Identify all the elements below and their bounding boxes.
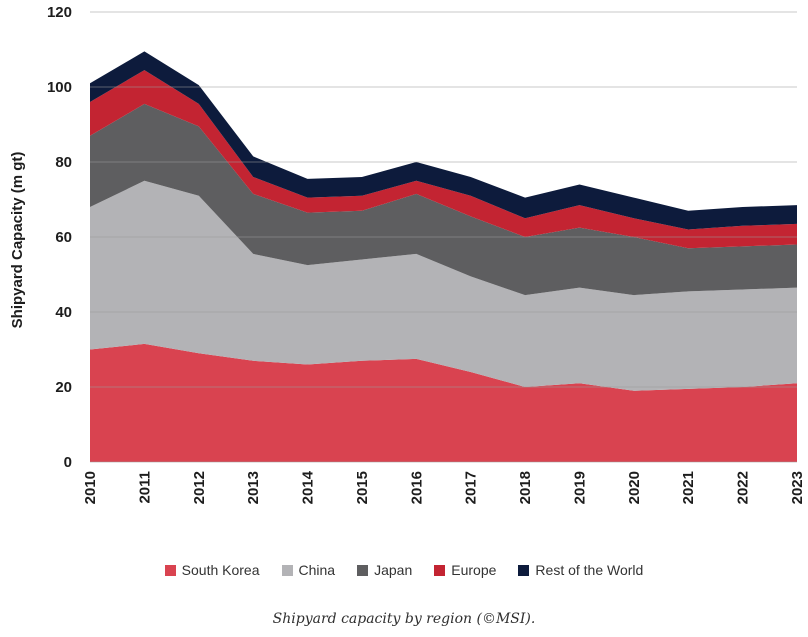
x-tick-label: 2014 [300, 470, 317, 504]
y-axis-title: Shipyard Capacity (m gt) [9, 152, 26, 329]
x-tick-label: 2012 [191, 471, 208, 504]
area-south-korea [90, 343, 797, 462]
legend-item: South Korea [164, 562, 260, 578]
legend-label: Europe [451, 562, 497, 578]
gridlines [90, 11, 797, 463]
legend-swatch [357, 564, 369, 576]
x-tick-label: 2021 [680, 471, 697, 504]
x-tick-label: 2023 [789, 471, 806, 504]
x-tick-label: 2017 [463, 471, 480, 504]
legend-item: Europe [434, 562, 496, 578]
legend-label: China [298, 562, 336, 578]
x-tick-label: 2013 [245, 471, 262, 504]
legend-item: Japan [357, 562, 412, 578]
y-tick-label: 60 [55, 229, 72, 246]
y-tick-label: 120 [47, 4, 72, 21]
legend-label: South Korea [181, 562, 260, 578]
y-tick-label: 100 [47, 79, 72, 96]
x-tick-label: 2018 [517, 471, 534, 504]
area-series [90, 51, 797, 462]
legend-item: Rest of the World [518, 562, 643, 578]
x-tick-label: 2022 [735, 471, 752, 504]
legend-label: Japan [374, 562, 413, 578]
figure-caption: Shipyard capacity by region (©MSI). [272, 611, 536, 627]
legend-label: Rest of the World [535, 562, 644, 578]
y-tick-label: 40 [55, 304, 72, 321]
legend-swatch [164, 564, 176, 576]
x-tick-label: 2010 [82, 471, 99, 504]
area-rest-of-the-world [90, 51, 797, 230]
y-axis-ticks: 0 20 40 60 80 100 120 [47, 4, 72, 471]
area-japan [90, 103, 797, 296]
x-tick-label: 2011 [136, 471, 153, 504]
y-tick-label: 80 [55, 154, 72, 171]
legend-swatch [434, 564, 446, 576]
legend-swatch [281, 564, 293, 576]
x-tick-label: 2016 [408, 471, 425, 504]
area-china [90, 180, 797, 391]
x-tick-label: 2020 [626, 471, 643, 504]
x-axis-ticks: 2010 2011 2012 2013 2014 2015 2016 2017 2018 2019… [82, 470, 806, 504]
y-tick-label: 0 [64, 454, 72, 471]
area-europe [90, 70, 797, 249]
legend-swatch [518, 564, 530, 576]
x-tick-label: 2015 [354, 471, 371, 504]
legend-item: China [281, 562, 336, 578]
x-tick-label: 2019 [571, 471, 588, 504]
y-tick-label: 20 [55, 379, 72, 396]
legend: South Korea China Japan Europe Rest of the W… [0, 562, 808, 578]
